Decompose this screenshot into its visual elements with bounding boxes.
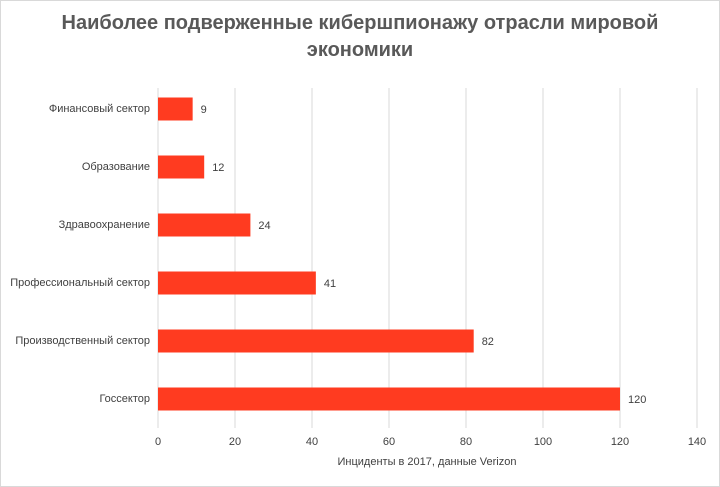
y-tick-label: Здравоохранение bbox=[59, 219, 150, 231]
y-tick-label: Образование bbox=[82, 161, 150, 173]
x-tick-label: 120 bbox=[611, 436, 629, 448]
x-tick-label: 60 bbox=[383, 436, 395, 448]
value-label: 120 bbox=[628, 394, 646, 406]
x-axis-title: Инциденты в 2017, данные Verizon bbox=[338, 456, 517, 468]
value-label: 9 bbox=[201, 104, 207, 116]
value-label: 82 bbox=[482, 336, 494, 348]
y-tick-label: Профессиональный сектор bbox=[10, 277, 150, 289]
chart-title: Наиболее подверженные кибершпионажу отра… bbox=[61, 12, 659, 61]
y-tick-label: Производственный сектор bbox=[15, 335, 150, 347]
x-tick-label: 20 bbox=[229, 436, 241, 448]
x-tick-label: 80 bbox=[460, 436, 472, 448]
value-label: 24 bbox=[258, 220, 270, 232]
x-tick-label: 0 bbox=[155, 436, 161, 448]
x-tick-label: 100 bbox=[534, 436, 552, 448]
bar bbox=[158, 329, 474, 353]
y-tick-label: Финансовый сектор bbox=[49, 103, 150, 115]
x-tick-label: 40 bbox=[306, 436, 318, 448]
bar bbox=[158, 155, 205, 179]
bar bbox=[158, 213, 251, 237]
y-tick-label: Госсектор bbox=[99, 393, 150, 405]
bar bbox=[158, 271, 316, 295]
bar bbox=[158, 97, 193, 121]
bar bbox=[158, 387, 620, 411]
value-label: 12 bbox=[212, 162, 224, 174]
value-label: 41 bbox=[324, 278, 336, 290]
x-tick-label: 140 bbox=[688, 436, 706, 448]
